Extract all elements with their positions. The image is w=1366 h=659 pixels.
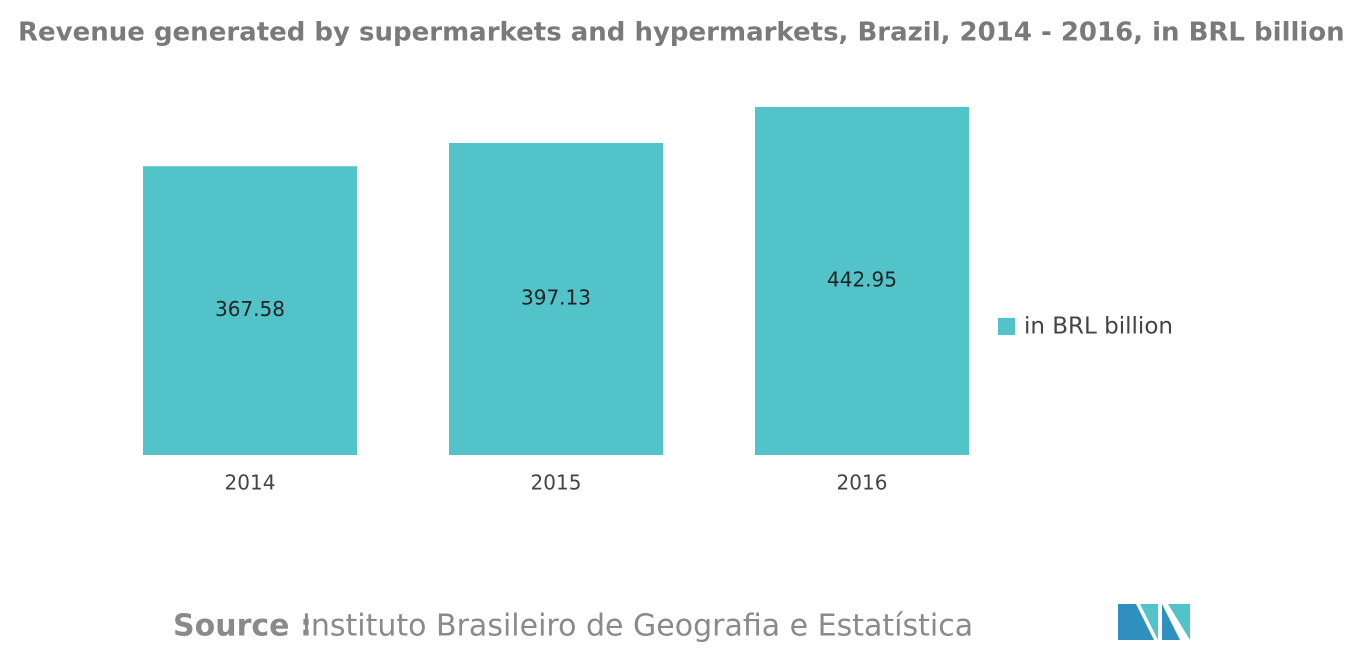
logo — [1118, 604, 1190, 640]
logo-shape — [1118, 604, 1154, 640]
x-tick-label: 2014 — [225, 471, 276, 495]
data-label: 367.58 — [215, 297, 285, 321]
logo-shape — [1168, 604, 1190, 640]
x-tick-label: 2015 — [531, 471, 582, 495]
source-text: Instituto Brasileiro de Geografia e Esta… — [302, 609, 973, 644]
chart-title: Revenue generated by supermarkets and hy… — [18, 18, 1345, 48]
x-tick-label: 2016 — [837, 471, 888, 495]
legend-swatch — [998, 318, 1015, 335]
source-label: Source : — [173, 609, 312, 644]
data-label: 397.13 — [521, 285, 591, 309]
bar — [449, 142, 663, 455]
logo-shape — [1140, 604, 1158, 640]
data-label: 442.95 — [827, 268, 897, 292]
legend-label: in BRL billion — [1024, 314, 1173, 340]
bar — [755, 107, 969, 455]
bar — [143, 166, 357, 456]
logo-shape — [1162, 604, 1180, 640]
